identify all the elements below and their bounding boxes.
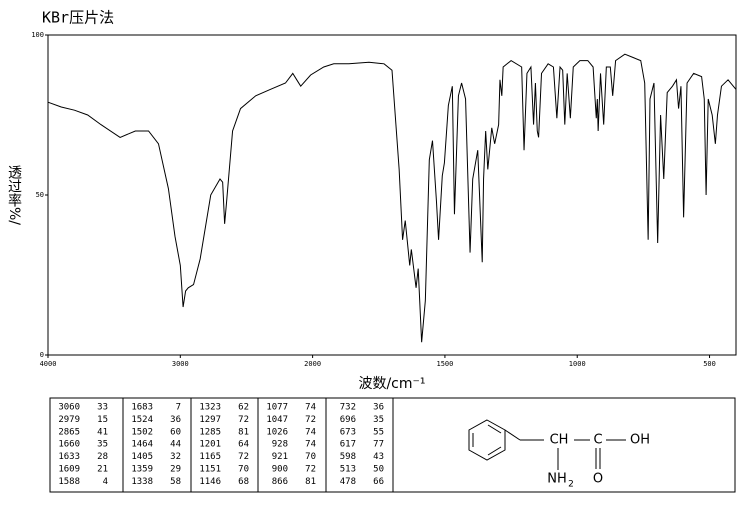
peak-wavenumber: 2979 — [58, 415, 80, 425]
peak-transmittance: 66 — [373, 477, 384, 487]
peak-wavenumber: 1588 — [58, 477, 80, 487]
peak-transmittance: 35 — [373, 415, 384, 425]
peak-wavenumber: 1323 — [199, 403, 221, 413]
peak-wavenumber: 921 — [272, 452, 288, 462]
peak-wavenumber: 1146 — [199, 477, 221, 487]
peak-transmittance: 60 — [170, 427, 181, 437]
peak-table-frame — [49, 397, 736, 493]
peak-transmittance: 21 — [97, 465, 108, 475]
peak-transmittance: 7 — [176, 403, 181, 413]
peak-transmittance: 72 — [238, 415, 249, 425]
peak-wavenumber: 1077 — [266, 403, 288, 413]
peak-transmittance: 55 — [373, 427, 384, 437]
peak-wavenumber: 696 — [340, 415, 356, 425]
y-tick-label: 0 — [40, 351, 44, 359]
peak-wavenumber: 2865 — [58, 427, 80, 437]
peak-transmittance: 15 — [97, 415, 108, 425]
peak-transmittance: 44 — [170, 440, 181, 450]
peak-transmittance: 81 — [305, 477, 316, 487]
peak-wavenumber: 1405 — [131, 452, 153, 462]
peak-wavenumber: 1165 — [199, 452, 221, 462]
x-tick-label: 2000 — [304, 360, 321, 368]
peak-transmittance: 36 — [373, 403, 384, 413]
peak-wavenumber: 900 — [272, 465, 288, 475]
peak-transmittance: 70 — [238, 465, 249, 475]
peak-transmittance: 77 — [373, 440, 384, 450]
peak-wavenumber: 598 — [340, 452, 356, 462]
peak-wavenumber: 1151 — [199, 465, 221, 475]
peak-wavenumber: 1297 — [199, 415, 221, 425]
plot-frame — [47, 34, 737, 356]
peak-wavenumber: 1047 — [266, 415, 288, 425]
peak-wavenumber: 478 — [340, 477, 356, 487]
peak-transmittance: 36 — [170, 415, 181, 425]
atom-label: OH — [630, 433, 650, 448]
peak-transmittance: 41 — [97, 427, 108, 437]
peak-transmittance: 35 — [97, 440, 108, 450]
peak-wavenumber: 1359 — [131, 465, 153, 475]
peak-transmittance: 29 — [170, 465, 181, 475]
atom-label: CH — [550, 433, 569, 448]
x-tick-label: 1500 — [436, 360, 453, 368]
y-tick-label: 100 — [31, 31, 44, 39]
y-axis-label: 透过率%/ — [6, 165, 22, 225]
peak-wavenumber: 1502 — [131, 427, 153, 437]
peak-wavenumber: 617 — [340, 440, 356, 450]
chart-title: KBr压片法 — [42, 9, 114, 27]
x-axis-label: 波数/cm⁻¹ — [358, 376, 425, 392]
peak-wavenumber: 866 — [272, 477, 288, 487]
peak-transmittance: 72 — [238, 452, 249, 462]
peak-wavenumber: 1285 — [199, 427, 221, 437]
peak-transmittance: 74 — [305, 403, 316, 413]
peak-wavenumber: 1338 — [131, 477, 153, 487]
peak-transmittance: 72 — [305, 465, 316, 475]
peak-transmittance: 33 — [97, 403, 108, 413]
peak-wavenumber: 1201 — [199, 440, 221, 450]
x-tick-label: 3000 — [172, 360, 189, 368]
spectrum-line — [47, 53, 737, 343]
atom-label: O — [593, 472, 603, 487]
peak-wavenumber: 513 — [340, 465, 356, 475]
x-tick-label: 4000 — [40, 360, 57, 368]
peak-transmittance: 68 — [238, 477, 249, 487]
peak-transmittance: 70 — [305, 452, 316, 462]
peak-transmittance: 62 — [238, 403, 249, 413]
peak-wavenumber: 1633 — [58, 452, 80, 462]
peak-wavenumber: 1524 — [131, 415, 153, 425]
peak-wavenumber: 1660 — [58, 440, 80, 450]
peak-wavenumber: 1683 — [131, 403, 153, 413]
atom-label: C — [593, 433, 602, 448]
peak-wavenumber: 1026 — [266, 427, 288, 437]
peak-transmittance: 72 — [305, 415, 316, 425]
peak-transmittance: 74 — [305, 427, 316, 437]
peak-transmittance: 74 — [305, 440, 316, 450]
structure-bonds — [468, 419, 626, 470]
peak-transmittance: 81 — [238, 427, 249, 437]
peak-wavenumber: 1464 — [131, 440, 153, 450]
peak-transmittance: 43 — [373, 452, 384, 462]
peak-transmittance: 32 — [170, 452, 181, 462]
x-tick-label: 500 — [703, 360, 716, 368]
peak-transmittance: 28 — [97, 452, 108, 462]
peak-transmittance: 50 — [373, 465, 384, 475]
peak-wavenumber: 1609 — [58, 465, 80, 475]
x-tick-label: 1000 — [569, 360, 586, 368]
y-tick-label: 50 — [36, 191, 44, 199]
peak-wavenumber: 928 — [272, 440, 288, 450]
peak-transmittance: 64 — [238, 440, 249, 450]
atom-label: 2 — [568, 480, 574, 490]
peak-wavenumber: 673 — [340, 427, 356, 437]
peak-transmittance: 4 — [103, 477, 108, 487]
atom-label: NH — [547, 472, 567, 487]
peak-wavenumber: 3060 — [58, 403, 80, 413]
peak-wavenumber: 732 — [340, 403, 356, 413]
peak-transmittance: 58 — [170, 477, 181, 487]
